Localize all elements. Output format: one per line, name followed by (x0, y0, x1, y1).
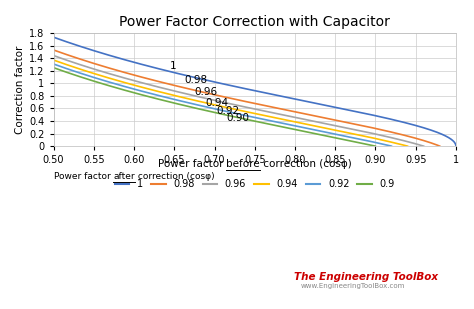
0.98 (437, 144, 443, 148)
Text: 1: 1 (170, 61, 177, 71)
Line: 0.96: 0.96 (54, 56, 424, 146)
0.9 (256, 120, 262, 124)
0.94 (89, 71, 95, 75)
0.92 (389, 144, 394, 148)
0.94 (405, 144, 410, 148)
0.92 (51, 62, 56, 66)
0.9 (373, 144, 378, 148)
1 (213, 81, 219, 84)
0.98 (122, 71, 128, 74)
Line: 1: 1 (54, 37, 456, 145)
Text: www.EngineeringToolBox.com: www.EngineeringToolBox.com (301, 283, 405, 289)
Text: 0.96: 0.96 (194, 87, 218, 97)
1 (372, 114, 377, 117)
0.92 (219, 109, 225, 112)
Text: Power factor: Power factor (158, 159, 227, 169)
Text: 0.90: 0.90 (227, 113, 250, 123)
0.94 (296, 121, 302, 125)
1 (365, 112, 370, 116)
Line: 0.9: 0.9 (54, 68, 375, 146)
0.96 (301, 117, 307, 121)
Y-axis label: Correction factor: Correction factor (15, 45, 25, 134)
Text: 0.92: 0.92 (216, 106, 239, 116)
0.96 (421, 144, 427, 148)
0.98 (278, 107, 284, 111)
0.96 (182, 91, 187, 95)
0.94 (95, 73, 100, 76)
Line: 0.94: 0.94 (54, 60, 408, 146)
0.9 (237, 116, 243, 120)
Title: Power Factor Correction with Capacitor: Power Factor Correction with Capacitor (119, 15, 390, 29)
0.96 (51, 54, 56, 57)
Text: 0.98: 0.98 (184, 75, 207, 85)
1 (51, 36, 56, 39)
Line: 0.98: 0.98 (54, 50, 440, 146)
0.98 (69, 55, 75, 58)
0.94 (354, 133, 359, 136)
0.94 (155, 90, 161, 93)
0.98 (424, 140, 429, 143)
0.9 (246, 118, 252, 122)
0.94 (51, 58, 56, 62)
0.9 (295, 128, 301, 132)
0.92 (241, 113, 246, 117)
0.98 (418, 138, 423, 142)
0.96 (319, 121, 325, 125)
0.92 (278, 121, 284, 125)
Text: The Engineering ToolBox: The Engineering ToolBox (294, 272, 438, 281)
0.92 (239, 113, 245, 116)
Text: after: after (113, 172, 135, 181)
Text: correction (cosφ): correction (cosφ) (135, 172, 214, 181)
Legend: 1, 0.98, 0.96, 0.94, 0.92, 0.9: 1, 0.98, 0.96, 0.94, 0.92, 0.9 (111, 176, 399, 193)
0.9 (71, 73, 76, 76)
0.98 (51, 48, 56, 52)
0.98 (211, 93, 217, 96)
0.96 (113, 74, 119, 78)
Text: before: before (227, 159, 260, 169)
1 (92, 49, 98, 53)
0.9 (328, 135, 334, 138)
0.92 (195, 103, 201, 107)
0.92 (137, 89, 142, 92)
Text: correction (cosφ): correction (cosφ) (260, 159, 352, 169)
0.96 (192, 94, 198, 98)
Line: 0.92: 0.92 (54, 64, 392, 146)
1 (453, 143, 459, 147)
0.94 (326, 127, 331, 130)
0.96 (219, 100, 225, 104)
Text: 0.94: 0.94 (206, 98, 229, 108)
1 (228, 84, 234, 87)
0.9 (51, 66, 56, 70)
1 (327, 104, 333, 108)
Text: Power factor: Power factor (54, 172, 113, 181)
